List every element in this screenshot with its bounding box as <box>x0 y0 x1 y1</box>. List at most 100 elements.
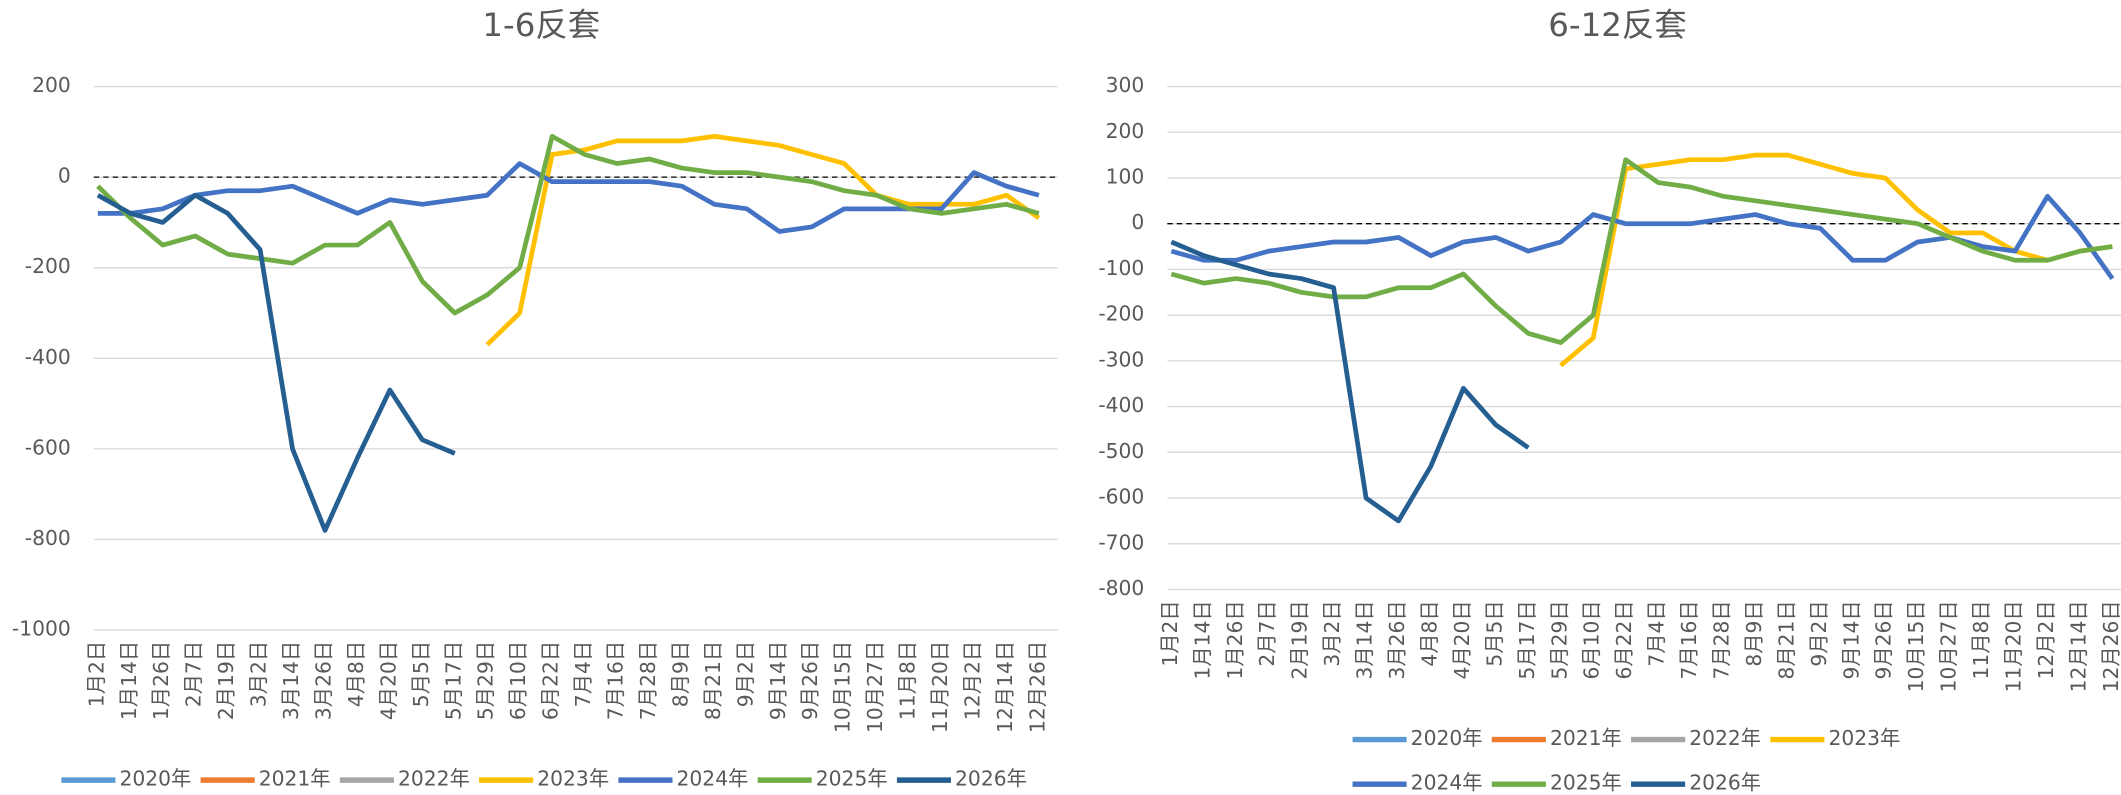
x-tick-label: 5月29日 <box>1547 600 1571 679</box>
x-tick-label: 5月17日 <box>441 641 465 720</box>
x-tick-label: 8月21日 <box>701 641 725 720</box>
x-tick-label: 11月20日 <box>928 641 952 733</box>
x-tick-label: 4月20日 <box>1450 600 1474 679</box>
x-tick-label: 9月2日 <box>733 641 757 707</box>
legend-label: 2024年 <box>1411 771 1483 795</box>
x-tick-label: 12月14日 <box>993 641 1017 733</box>
x-tick-label: 9月14日 <box>766 641 790 720</box>
y-tick-label: -100 <box>1098 256 1144 280</box>
x-tick-label: 5月17日 <box>1515 600 1539 679</box>
x-tick-label: 5月5日 <box>409 641 433 707</box>
x-tick-label: 10月15日 <box>1904 600 1928 692</box>
x-tick-label: 12月26日 <box>1025 641 1049 733</box>
x-tick-label: 10月15日 <box>831 641 855 733</box>
legend-label: 2023年 <box>1828 726 1900 750</box>
x-tick-label: 2月7日 <box>1255 600 1279 666</box>
chart-title: 1-6反套 <box>482 6 600 44</box>
legend-label: 2026年 <box>955 767 1027 791</box>
x-tick-label: 2月19日 <box>1288 600 1312 679</box>
y-tick-label: 300 <box>1106 73 1145 97</box>
chart-title: 6-12反套 <box>1548 6 1687 44</box>
x-tick-label: 11月8日 <box>1969 600 1993 679</box>
x-tick-label: 11月8日 <box>896 641 920 720</box>
legend-label: 2022年 <box>398 767 470 791</box>
x-tick-label: 7月16日 <box>1677 600 1701 679</box>
y-tick-label: 200 <box>32 73 71 97</box>
x-tick-label: 12月2日 <box>2034 600 2058 679</box>
series-line <box>1170 157 2113 345</box>
legend-label: 2020年 <box>119 767 191 791</box>
x-tick-label: 8月9日 <box>668 641 692 707</box>
legend-label: 2026年 <box>1689 771 1761 795</box>
x-tick-label: 7月28日 <box>1710 600 1734 679</box>
series-line <box>485 133 1041 347</box>
x-tick-label: 5月5日 <box>1482 600 1506 666</box>
x-tick-label: 6月22日 <box>1612 600 1636 679</box>
y-tick-label: -600 <box>25 435 71 459</box>
x-tick-label: 2月7日 <box>182 641 206 707</box>
y-tick-label: -800 <box>1098 576 1144 600</box>
x-tick-label: 3月26日 <box>311 641 335 720</box>
x-tick-label: 4月20日 <box>376 641 400 720</box>
x-tick-label: 1月26日 <box>1223 600 1247 679</box>
legend-label: 2024年 <box>677 767 749 791</box>
x-tick-label: 1月2日 <box>84 641 108 707</box>
legend-label: 2023年 <box>537 767 609 791</box>
y-tick-label: -400 <box>25 345 71 369</box>
x-tick-label: 10月27日 <box>1937 600 1961 692</box>
x-tick-label: 6月22日 <box>539 641 563 720</box>
x-tick-label: 12月14日 <box>2066 600 2090 692</box>
x-tick-label: 7月4日 <box>571 641 595 707</box>
x-tick-label: 10月27日 <box>863 641 887 733</box>
x-tick-label: 3月14日 <box>279 641 303 720</box>
x-tick-label: 7月16日 <box>604 641 628 720</box>
x-tick-label: 7月28日 <box>636 641 660 720</box>
series-line <box>1170 239 1530 524</box>
x-tick-label: 6月10日 <box>506 641 530 720</box>
x-tick-label: 9月26日 <box>798 641 822 720</box>
y-tick-label: 0 <box>1131 210 1144 234</box>
y-tick-label: -200 <box>25 254 71 278</box>
x-tick-label: 9月14日 <box>1839 600 1863 679</box>
series-line <box>96 192 456 533</box>
legend-label: 2021年 <box>259 767 331 791</box>
series-line <box>96 133 1040 316</box>
x-tick-label: 4月8日 <box>344 641 368 707</box>
x-tick-label: 7月4日 <box>1645 600 1669 666</box>
legend-label: 2021年 <box>1550 726 1622 750</box>
y-tick-label: -300 <box>1098 347 1144 371</box>
y-tick-label: -800 <box>25 526 71 550</box>
x-tick-label: 8月21日 <box>1774 600 1798 679</box>
y-tick-label: -700 <box>1098 530 1144 554</box>
x-tick-label: 4月8日 <box>1417 600 1441 666</box>
x-tick-label: 8月9日 <box>1742 600 1766 666</box>
x-tick-label: 2月19日 <box>214 641 238 720</box>
x-tick-label: 6月10日 <box>1580 600 1604 679</box>
x-tick-label: 3月26日 <box>1385 600 1409 679</box>
series-line <box>97 161 1040 234</box>
x-tick-label: 1月26日 <box>149 641 173 720</box>
x-tick-label: 1月14日 <box>117 641 141 720</box>
x-tick-label: 5月29日 <box>474 641 498 720</box>
x-tick-label: 1月14日 <box>1190 600 1214 679</box>
legend-label: 2025年 <box>816 767 888 791</box>
y-tick-label: -400 <box>1098 393 1144 417</box>
y-tick-label: -500 <box>1098 439 1144 463</box>
y-tick-label: 200 <box>1106 119 1145 143</box>
y-tick-label: -600 <box>1098 485 1144 509</box>
x-tick-label: 3月14日 <box>1353 600 1377 679</box>
y-tick-label: 100 <box>1106 164 1145 188</box>
series-line <box>1559 152 2113 368</box>
x-tick-label: 3月2日 <box>247 641 271 707</box>
x-tick-label: 12月2日 <box>960 641 984 720</box>
series-line <box>1170 193 2115 280</box>
x-tick-label: 3月2日 <box>1320 600 1344 666</box>
x-tick-label: 9月26日 <box>1872 600 1896 679</box>
legend-label: 2025年 <box>1550 771 1622 795</box>
legend-label: 2022年 <box>1689 726 1761 750</box>
x-tick-label: 12月26日 <box>2099 600 2121 692</box>
y-tick-label: -200 <box>1098 302 1144 326</box>
x-tick-label: 11月20日 <box>2002 600 2026 692</box>
